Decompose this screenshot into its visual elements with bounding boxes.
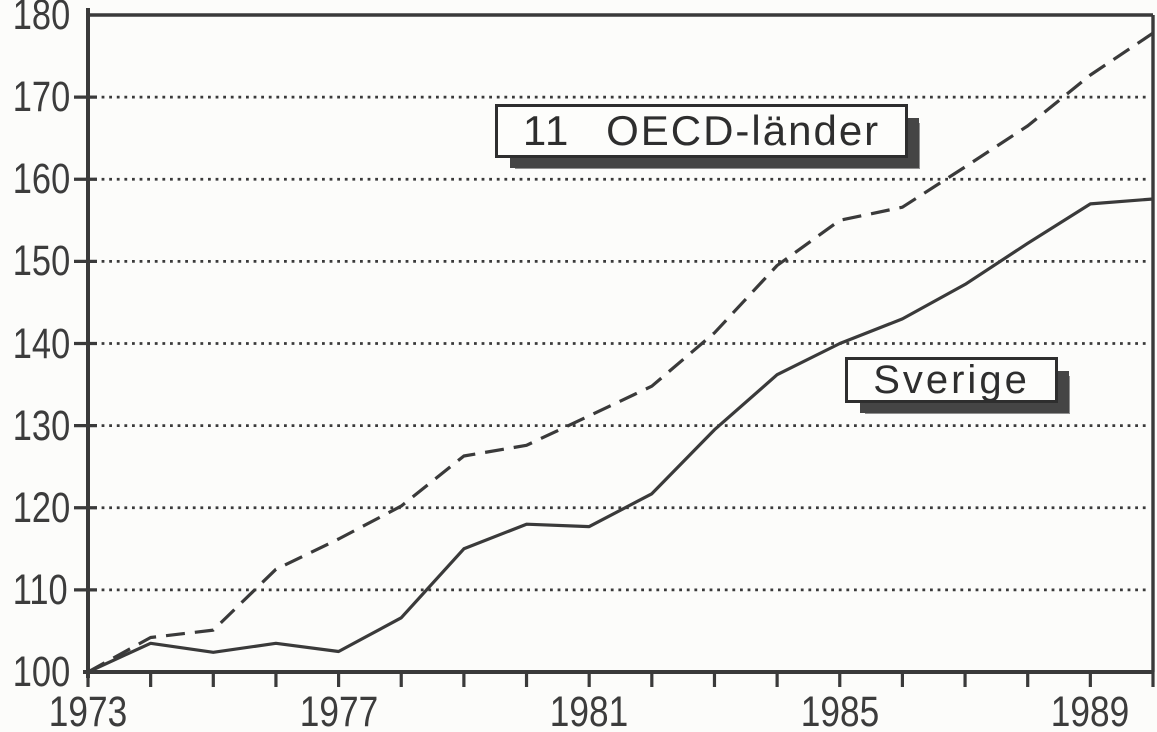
series-line-sverige <box>87 197 1154 674</box>
series-label-oecd-text: 11 OECD-länder <box>522 107 881 154</box>
series-label-box-oecd: 11 OECD-länder <box>495 104 908 158</box>
series-label-box-sverige: Sverige <box>845 357 1058 403</box>
series-label-sverige-text: Sverige <box>873 357 1030 402</box>
series-line-oecd <box>87 31 1154 674</box>
